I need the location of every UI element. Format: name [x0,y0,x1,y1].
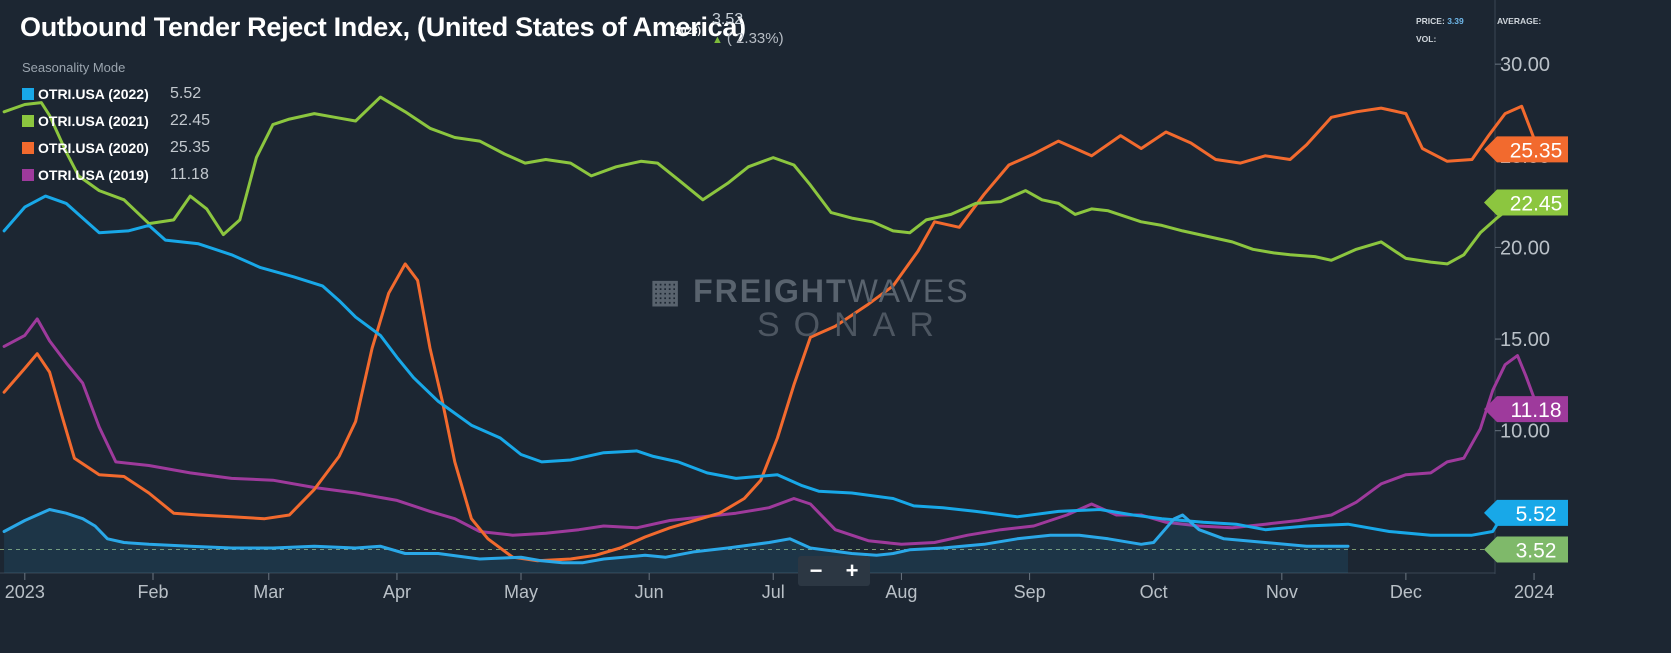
value-tag-otri-usa-2023-: 3.52 [1484,536,1568,563]
seasonality-mode-label: Seasonality Mode [22,60,126,75]
vol-label: VOL: [1416,34,1437,44]
value-tag-background [1484,536,1568,563]
price-label: PRICE: [1416,16,1445,26]
value-tag-otri-usa-2021-: 22.45 [1484,189,1568,216]
value-tag-background [1484,396,1568,423]
x-tick-label: Nov [1266,582,1298,602]
grid [0,0,1496,574]
value-tag-label: 3.52 [1516,539,1557,562]
value-tag-otri-usa-2019-: 11.18 [1484,396,1568,423]
arrow-up-icon: ▲ [712,34,723,46]
watermark-freightwaves: ▦ FREIGHTWAVES [650,272,970,310]
x-axis: 2023 Feb Mar Apr May Jun Jul Aug Sep Oct Nov Dec 202… [5,573,1554,602]
watermark-logo-icon: ▦ [650,273,694,309]
y-tick-label: 10.00 [1500,421,1550,443]
series-lines [2,95,1540,573]
watermark-brand: FREIGHT [693,273,848,309]
value-tag-label: 11.18 [1511,399,1562,422]
x-tick-label: Aug [885,582,917,602]
x-tick-label: 2023 [5,582,45,602]
zoom-out-button[interactable]: − [809,558,823,583]
watermark-sonar: SONAR [757,306,948,344]
value-tag-label: 5.52 [1516,503,1557,526]
series-line-otri-usa-2021- [2,95,1540,266]
legend-item[interactable]: OTRI.USA (2022) 5.52 [22,80,210,107]
legend-series-name: OTRI.USA (2022) [38,85,149,102]
x-tick-label: Feb [137,582,168,602]
x-tick-label: 2024 [1514,582,1554,602]
x-tick-label: May [504,582,538,602]
value-tag-background [1484,189,1568,216]
value-tag-label: 22.45 [1510,193,1563,216]
series-line-otri-usa-2023- [2,508,1350,565]
legend-swatch [22,168,34,181]
x-tick-label: Dec [1390,582,1422,602]
x-tick-label: Jun [635,582,664,602]
x-tick-label: Jul [762,582,785,602]
value-tag-label: 25.35 [1510,139,1563,162]
legend: OTRI.USA (2022) 5.52 OTRI.USA (2021) 22.45 O… [22,80,210,188]
legend-swatch [22,87,34,100]
price-info: PRICE: 3.39 [1416,16,1464,26]
zoom-in-button[interactable]: + [845,558,859,583]
legend-item[interactable]: OTRI.USA (2021) 22.45 [22,107,210,134]
series-area-otri-usa-2023- [4,509,1349,573]
series-line-otri-usa-2019- [2,317,1540,546]
legend-swatch [22,141,34,154]
x-tick-label: Mar [253,582,284,602]
y-tick-label: 20.00 [1500,237,1550,259]
legend-series-name: OTRI.USA (2019) [38,166,149,183]
change-text: ( 2.33%) [726,30,784,47]
legend-item[interactable]: OTRI.USA (2019) 11.18 [22,161,210,188]
x-tick-label: Oct [1140,582,1168,602]
change-percent: ▲( 2.33%) [712,30,784,47]
price-value: 3.39 [1447,16,1464,26]
y-tick-label: 15.00 [1500,329,1550,351]
y-tick-label: 30.00 [1500,54,1550,76]
legend-series-value: 22.45 [170,111,211,129]
title-year: (2023) [672,26,701,37]
watermark-brand-light: WAVES [847,273,970,309]
legend-series-value: 25.35 [170,138,211,156]
chart-title: Outbound Tender Reject Index, (United St… [20,12,746,42]
average-label: AVERAGE: [1497,16,1542,26]
series-line-otri-usa-2020- [2,104,1540,563]
value-tag-background [1484,499,1568,526]
zoom-controls: − + [798,556,870,586]
legend-item[interactable]: OTRI.USA (2020) 25.35 [22,134,210,161]
legend-series-name: OTRI.USA (2020) [38,139,149,156]
current-value: 3.52 [712,11,744,28]
x-tick-label: Apr [383,582,411,602]
series-line-otri-usa-2022- [2,194,1540,537]
x-tick-label: Sep [1014,582,1046,602]
legend-series-name: OTRI.USA (2021) [38,112,149,129]
legend-swatch [22,114,34,127]
value-tag-background [1484,136,1568,163]
legend-series-value: 11.18 [170,165,209,183]
legend-series-value: 5.52 [170,84,202,102]
value-tag-otri-usa-2022-: 5.52 [1484,499,1568,526]
value-tag-otri-usa-2020-: 25.35 [1484,136,1568,163]
series-value-tags: 3.52 5.52 22.45 25.35 11.18 [1484,136,1568,563]
